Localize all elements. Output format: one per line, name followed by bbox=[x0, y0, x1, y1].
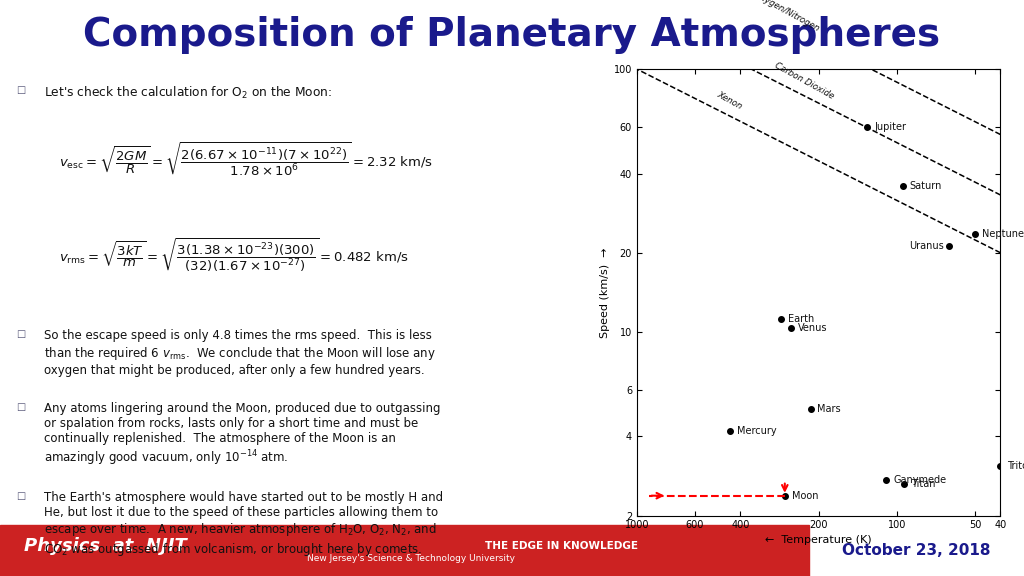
Text: Let's check the calculation for O$_2$ on the Moon:: Let's check the calculation for O$_2$ on… bbox=[44, 85, 332, 101]
Text: New Jersey's Science & Technology University: New Jersey's Science & Technology Univer… bbox=[307, 554, 515, 563]
Text: Jupiter: Jupiter bbox=[874, 123, 906, 132]
Text: So the escape speed is only 4.8 times the rms speed.  This is less
than the requ: So the escape speed is only 4.8 times th… bbox=[44, 329, 435, 377]
Text: □: □ bbox=[16, 491, 26, 501]
Text: Venus: Venus bbox=[798, 324, 827, 334]
Text: October 23, 2018: October 23, 2018 bbox=[842, 543, 991, 558]
Text: The Earth's atmosphere would have started out to be mostly H and
He, but lost it: The Earth's atmosphere would have starte… bbox=[44, 491, 442, 558]
Text: □: □ bbox=[16, 329, 26, 339]
Text: Composition of Planetary Atmospheres: Composition of Planetary Atmospheres bbox=[83, 16, 941, 54]
Text: Any atoms lingering around the Moon, produced due to outgassing
or spalation fro: Any atoms lingering around the Moon, pro… bbox=[44, 402, 440, 468]
Text: Earth: Earth bbox=[787, 314, 814, 324]
Text: Uranus: Uranus bbox=[909, 241, 943, 251]
Text: $v_{\rm esc} = \sqrt{\dfrac{2GM}{R}} = \sqrt{\dfrac{2(6.67\times10^{-11})(7\time: $v_{\rm esc} = \sqrt{\dfrac{2GM}{R}} = \… bbox=[59, 140, 433, 177]
Text: Oxygen/Nitrogen: Oxygen/Nitrogen bbox=[753, 0, 821, 34]
Text: Physics  at  NJIT: Physics at NJIT bbox=[25, 537, 187, 555]
Text: Moon: Moon bbox=[792, 491, 818, 501]
Text: Ganymede: Ganymede bbox=[893, 475, 946, 484]
Text: □: □ bbox=[16, 402, 26, 412]
Y-axis label: Speed (km/s)  →: Speed (km/s) → bbox=[599, 247, 609, 338]
Text: Carbon Dioxide: Carbon Dioxide bbox=[773, 61, 836, 101]
Text: □: □ bbox=[16, 85, 26, 95]
Text: Saturn: Saturn bbox=[909, 181, 942, 191]
Text: THE EDGE IN KNOWLEDGE: THE EDGE IN KNOWLEDGE bbox=[485, 541, 638, 551]
Text: $v_{\rm rms} = \sqrt{\dfrac{3kT}{m}} = \sqrt{\dfrac{3(1.38\times10^{-23})(300)}{: $v_{\rm rms} = \sqrt{\dfrac{3kT}{m}} = \… bbox=[59, 236, 409, 272]
Text: Mercury: Mercury bbox=[736, 426, 776, 436]
Text: Neptune: Neptune bbox=[982, 229, 1024, 240]
Text: Triton: Triton bbox=[1008, 460, 1024, 471]
X-axis label: ←  Temperature (K): ← Temperature (K) bbox=[765, 535, 872, 544]
Text: Mars: Mars bbox=[817, 404, 841, 414]
Text: Xenon: Xenon bbox=[715, 90, 743, 111]
Text: Titan: Titan bbox=[911, 479, 935, 489]
